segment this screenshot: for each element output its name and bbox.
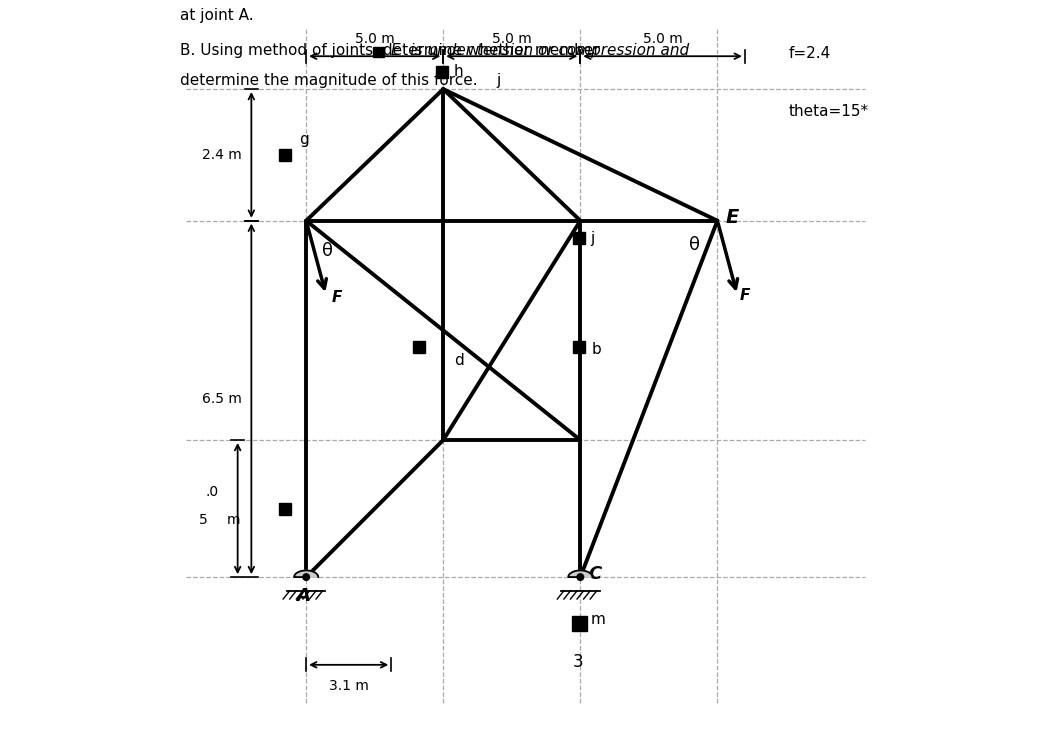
Text: 5.0 m: 5.0 m (492, 32, 532, 46)
Polygon shape (294, 570, 318, 577)
Bar (573, 341, 585, 353)
Text: F: F (331, 290, 342, 305)
Text: b: b (592, 342, 601, 357)
Text: 5: 5 (199, 512, 207, 526)
Text: E  is under tension or compression and: E is under tension or compression and (391, 42, 689, 58)
Polygon shape (569, 570, 593, 577)
Bar (573, 232, 585, 244)
Bar (280, 149, 291, 161)
Text: 5.0 m: 5.0 m (643, 32, 682, 46)
Bar (280, 503, 291, 515)
Text: m: m (591, 613, 605, 627)
Text: E: E (725, 209, 739, 228)
Bar (373, 47, 384, 57)
Text: j: j (591, 231, 595, 246)
Text: A: A (296, 587, 310, 605)
Text: B. Using method of joints, determine whether member: B. Using method of joints, determine whe… (180, 42, 600, 58)
Text: d: d (454, 353, 463, 368)
Circle shape (303, 574, 309, 580)
Bar (436, 66, 448, 78)
Text: 5.0 m: 5.0 m (355, 32, 394, 46)
Text: .0: .0 (205, 485, 219, 499)
Text: j: j (496, 72, 500, 88)
Text: theta=15*: theta=15* (788, 103, 869, 119)
Text: 6.5 m: 6.5 m (202, 392, 242, 406)
Text: g: g (300, 132, 309, 147)
Text: at joint A.: at joint A. (180, 8, 253, 23)
Bar (413, 341, 425, 353)
Text: m: m (227, 512, 241, 526)
Circle shape (577, 574, 583, 580)
Text: 2.4 m: 2.4 m (202, 148, 242, 162)
Text: f=2.4: f=2.4 (788, 46, 831, 61)
Text: F: F (740, 288, 750, 304)
Bar (572, 616, 586, 632)
Text: θ: θ (322, 242, 332, 260)
Text: determine the magnitude of this force.: determine the magnitude of this force. (180, 72, 478, 88)
Text: θ: θ (688, 236, 700, 255)
Text: 3.1 m: 3.1 m (329, 679, 369, 692)
Text: h: h (453, 64, 462, 79)
Text: C: C (589, 565, 602, 583)
Text: 3: 3 (573, 653, 583, 671)
